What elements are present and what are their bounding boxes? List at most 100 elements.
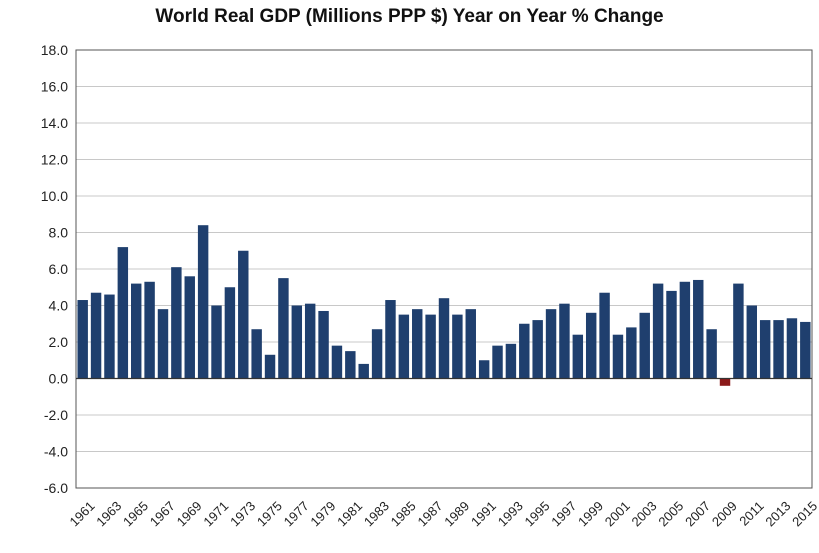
bar-2010: [733, 283, 744, 379]
bar-1983: [371, 329, 383, 379]
y-tick-label: 4.0: [49, 298, 69, 314]
bar-2001: [612, 334, 624, 379]
x-tick-label: 1997: [548, 498, 579, 529]
bar-1994: [519, 323, 530, 379]
y-tick-label: 18.0: [41, 42, 68, 58]
y-tick-label: 8.0: [49, 225, 69, 241]
y-tick-label: -6.0: [44, 480, 68, 496]
y-tick-label: 12.0: [41, 152, 68, 168]
bar-2000: [599, 292, 610, 379]
y-tick-label: 2.0: [49, 334, 69, 350]
x-tick-label: 1987: [414, 498, 445, 529]
bar-2006: [679, 281, 691, 379]
x-tick-label: 2001: [602, 498, 633, 529]
bar-2008: [706, 329, 717, 379]
x-tick-label: 1965: [120, 498, 151, 529]
x-tick-label: 1985: [388, 498, 419, 529]
x-tick-label: 1973: [227, 498, 258, 529]
bar-1976: [278, 278, 289, 379]
bar-2003: [639, 312, 650, 379]
x-tick-label: 2015: [789, 498, 819, 529]
y-tick-label: 6.0: [49, 261, 69, 277]
bar-1984: [385, 300, 396, 379]
bar-1978: [304, 303, 316, 379]
bar-1970: [197, 225, 209, 379]
bar-2015: [800, 321, 811, 379]
bar-2002: [626, 327, 637, 379]
bar-1965: [130, 283, 142, 379]
bar-1992: [492, 345, 503, 379]
x-tick-label: 1969: [174, 498, 205, 529]
bar-1989: [452, 314, 463, 379]
x-tick-label: 1989: [441, 498, 472, 529]
x-tick-label: 1967: [147, 498, 178, 529]
y-tick-label: 10.0: [41, 188, 68, 204]
x-tick-label: 1979: [307, 498, 338, 529]
bar-1961: [77, 300, 88, 379]
x-tick-label: 1975: [254, 498, 285, 529]
bar-2012: [759, 320, 771, 379]
bar-1979: [318, 310, 329, 379]
bar-2005: [666, 290, 677, 379]
bar-1967: [157, 309, 169, 379]
bar-1990: [465, 309, 476, 379]
y-tick-label: 16.0: [41, 79, 68, 95]
x-tick-label: 2007: [682, 498, 713, 529]
x-tick-label: 2009: [709, 498, 740, 529]
bar-1999: [585, 312, 597, 379]
x-tick-label: 1963: [93, 498, 124, 529]
x-tick-label: 1993: [495, 498, 526, 529]
bar-1987: [425, 314, 436, 379]
bar-1982: [358, 363, 369, 379]
bar-1962: [90, 292, 102, 379]
bar-1981: [345, 351, 356, 379]
bar-2013: [773, 320, 784, 379]
bar-1968: [171, 267, 182, 379]
bar-1973: [238, 250, 249, 379]
x-tick-label: 1991: [468, 498, 499, 529]
x-tick-label: 2011: [736, 498, 766, 528]
bar-2007: [693, 279, 704, 379]
y-tick-label: 14.0: [41, 115, 68, 131]
bar-1980: [331, 345, 343, 379]
bar-1993: [505, 343, 517, 379]
bar-2009: [719, 378, 731, 386]
x-tick-label: 1983: [361, 498, 392, 529]
bar-1996: [545, 309, 557, 379]
bar-1986: [412, 309, 423, 379]
y-tick-label: -4.0: [44, 444, 68, 460]
bar-1963: [104, 294, 115, 379]
x-tick-label: 1995: [522, 498, 553, 529]
bar-1974: [251, 329, 262, 379]
bar-2011: [746, 305, 758, 379]
bar-2004: [652, 283, 664, 379]
bar-1985: [398, 314, 410, 379]
bar-1998: [572, 334, 584, 379]
x-tick-label: 2013: [762, 498, 793, 529]
bar-1971: [211, 305, 222, 379]
x-tick-label: 2005: [655, 498, 686, 529]
bar-1972: [224, 287, 236, 379]
bar-1977: [291, 305, 303, 379]
x-tick-label: 2003: [629, 498, 660, 529]
bar-2014: [786, 318, 798, 379]
x-tick-label: 1981: [334, 498, 365, 529]
bar-1966: [144, 281, 155, 379]
bar-1997: [559, 303, 570, 379]
x-tick-label: 1961: [67, 498, 98, 529]
bar-1995: [532, 320, 543, 379]
x-tick-label: 1999: [575, 498, 606, 529]
bar-1975: [264, 354, 276, 379]
bar-1969: [184, 276, 195, 379]
x-tick-label: 1977: [281, 498, 312, 529]
y-tick-label: 0.0: [49, 371, 69, 387]
bar-1991: [478, 360, 490, 379]
x-tick-label: 1971: [200, 498, 231, 529]
bar-1964: [117, 247, 129, 379]
plot-area-border: [75, 49, 813, 489]
chart-title: World Real GDP (Millions PPP $) Year on …: [155, 6, 664, 27]
y-tick-label: -2.0: [44, 407, 68, 423]
bar-1988: [438, 298, 450, 379]
